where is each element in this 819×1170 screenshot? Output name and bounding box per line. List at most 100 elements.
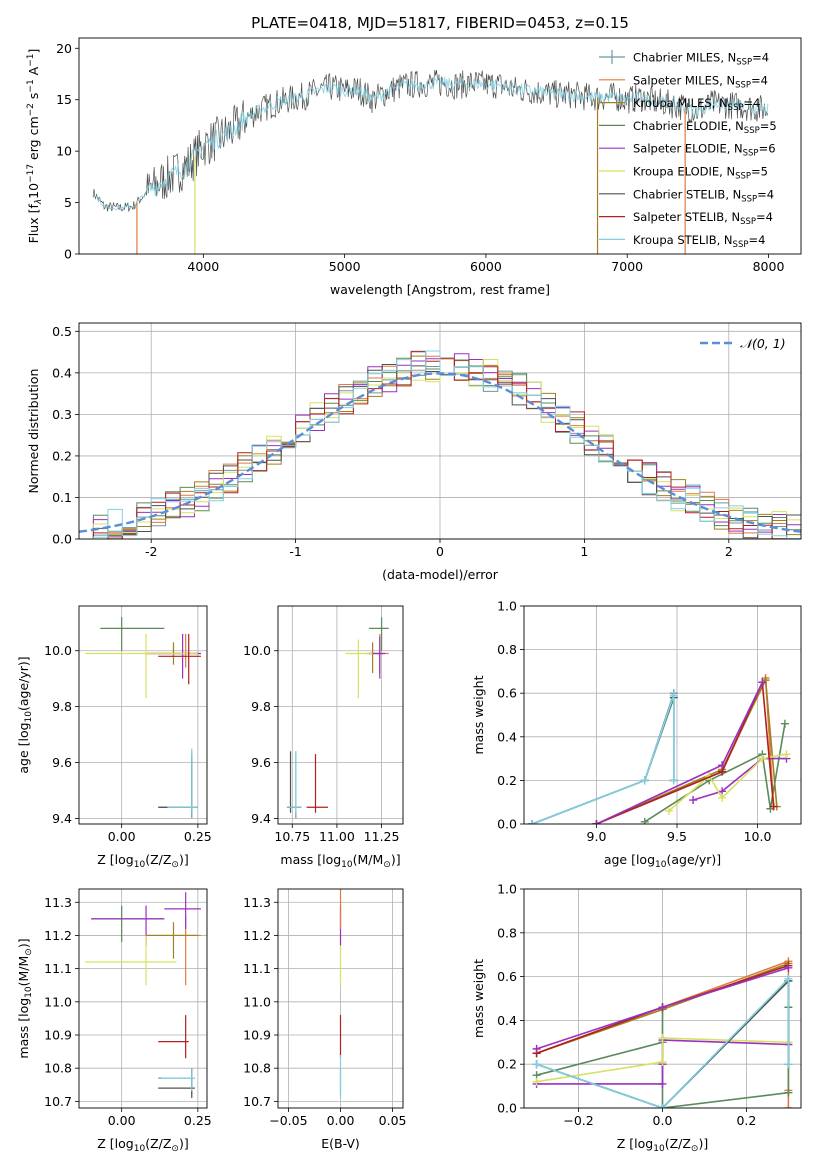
x-axis-label-part: Z [log [97, 1136, 133, 1151]
y-tick-label: 0.6 [497, 686, 517, 701]
mass-vs-EBV-panel: −0.05 0.00 0.05 10.7 10.8 10.9 11.0 11.1 11.2 11.… [243, 888, 407, 1151]
y-tick-label: 10.8 [44, 1061, 72, 1076]
y-tick-label: 0.0 [497, 1101, 517, 1116]
y-axis-label-part: s [26, 93, 41, 104]
x-axis-label-part: 10 [134, 860, 146, 870]
x-tick-label: 0.00 [108, 1113, 136, 1128]
y-axis-label-part: −2 [26, 103, 36, 116]
legend-label-text: Chabrier MILES, N [633, 51, 736, 65]
axes-frame [277, 605, 404, 825]
y-axis-label-part: 10 [24, 986, 34, 998]
mass-weight-line [536, 1037, 789, 1083]
x-axis-label: (data-model)/error [382, 567, 499, 582]
x-axis-label-part: )] [698, 1136, 708, 1151]
x-axis-label-part: (age/yr)] [666, 852, 721, 867]
plot-area [92, 69, 769, 254]
x-tick-label: −0.2 [563, 1113, 593, 1128]
axes-frame [78, 888, 208, 1109]
y-tick-label: 15 [56, 92, 72, 107]
legend-label-sub: SSP [735, 80, 751, 90]
mass-weight-marker [784, 1060, 793, 1069]
x-axis-label-part: ⊙ [691, 1144, 699, 1154]
legend-label: Salpeter MILES, NSSP=4 [633, 73, 768, 90]
y-tick-label: 0.2 [52, 448, 72, 463]
mass-weight-marker [669, 776, 678, 785]
age-vs-mass-panel: 10.75 11.00 11.25 9.4 9.6 9.8 10.0 mass [log10(… [243, 605, 404, 870]
residuals-panel: -2 -1 0 1 2 0.0 0.1 0.2 0.3 0.4 0.5 𝒩(0, 1) (data-mo… [26, 322, 802, 582]
y-tick-label: 10.8 [243, 1061, 271, 1076]
y-tick-label: 11.3 [243, 895, 271, 910]
mass-weight-marker [689, 796, 698, 805]
y-tick-label: 11.2 [44, 928, 72, 943]
plot-area [286, 617, 389, 819]
mass-weight-marker [784, 963, 793, 972]
y-tick-label: 0 [64, 247, 72, 262]
y-tick-label: 5 [64, 195, 72, 210]
legend-label-sub: SSP [744, 126, 760, 136]
x-axis-label-part: (Z/Z [145, 1136, 171, 1151]
weight-vs-age-panel: 9.0 9.5 10.0 0.0 0.2 0.4 0.6 0.8 1.0 age [log10(a… [471, 599, 802, 870]
mass-weight-marker [658, 1003, 667, 1012]
legend-label: Kroupa ELODIE, NSSP=5 [633, 165, 768, 182]
x-axis-label-part: (Z/Z [145, 852, 171, 867]
age-vs-Z-panel: 0.00 0.259.49.69.810.0Z [log10(Z/Z⊙)]age … [16, 605, 212, 870]
mass-weight-marker [528, 820, 537, 824]
mass-weight-marker [532, 1060, 541, 1069]
legend-label: 𝒩(0, 1) [740, 336, 786, 351]
mass-weight-marker [718, 793, 727, 802]
mass-weight-marker [769, 802, 778, 811]
mass-weight-marker [664, 806, 673, 815]
x-axis-label: Z [log10(Z/Z⊙)] [97, 852, 188, 870]
legend-label-text: Chabrier ELODIE, N [633, 119, 744, 133]
x-axis-label-part: 10 [341, 860, 353, 870]
axes-frame [277, 888, 404, 1109]
x-axis-label-part: )] [179, 1136, 189, 1151]
y-tick-label: 9.8 [52, 699, 72, 714]
legend-label: Salpeter STELIB, NSSP=4 [633, 210, 773, 227]
mass-weight-line [596, 677, 775, 824]
y-tick-label: 9.6 [251, 755, 271, 770]
weight-vs-Z-panel: −0.2 0.0 0.2 0.0 0.2 0.4 0.6 0.8 1.0 Z [log10(Z/Z… [471, 882, 802, 1154]
y-tick-label: 0.2 [497, 773, 517, 788]
mass-weight-marker [658, 1033, 667, 1042]
mass-weight-marker [640, 817, 649, 824]
x-tick-label: 0.25 [184, 1113, 212, 1128]
x-axis-label: E(B-V) [321, 1136, 360, 1151]
axes-frame [78, 322, 802, 540]
x-tick-label: 2 [725, 544, 733, 559]
x-axis-label-part: ⊙ [171, 1144, 179, 1154]
plot-area [532, 957, 793, 1108]
legend-label: Chabrier MILES, NSSP=4 [633, 51, 769, 68]
legend-label-text: Salpeter ELODIE, N [633, 142, 743, 156]
plot-area [85, 617, 201, 819]
x-tick-label: -2 [145, 544, 157, 559]
legend-label-tail: =4 [756, 210, 773, 224]
x-tick-label: 0.05 [379, 1113, 407, 1128]
x-axis-label: Z [log10(Z/Z⊙)] [617, 1136, 708, 1154]
x-tick-label: 9.0 [587, 829, 607, 844]
x-tick-label: 4000 [187, 259, 219, 274]
legend-label-text: Kroupa ELODIE, N [633, 165, 735, 179]
y-tick-label: 9.8 [251, 699, 271, 714]
mass-weight-marker [640, 776, 649, 785]
y-axis-label: mass weight [471, 959, 486, 1038]
x-tick-label: 11.00 [319, 829, 355, 844]
legend-label: Kroupa MILES, NSSP=4 [633, 96, 760, 113]
x-tick-label: 0 [436, 544, 444, 559]
mass-weight-marker [658, 1104, 667, 1108]
mass-weight-marker [532, 1044, 541, 1053]
x-tick-label: 5000 [329, 259, 361, 274]
y-axis-label-part: erg cm [26, 116, 41, 164]
legend-label-tail: =4 [748, 233, 765, 247]
y-axis-label-part: −17 [26, 164, 36, 183]
x-tick-label: 0.00 [327, 1113, 355, 1128]
spectrum-model [92, 76, 769, 211]
y-tick-label: 11.1 [243, 961, 271, 976]
x-tick-label: 11.25 [364, 829, 400, 844]
legend-label-text: Kroupa MILES, N [633, 96, 728, 110]
legend-label-sub: SSP [736, 58, 752, 68]
y-axis-label: mass [log10(M/M⊙)] [16, 938, 34, 1058]
y-tick-label: 0.8 [497, 642, 517, 657]
